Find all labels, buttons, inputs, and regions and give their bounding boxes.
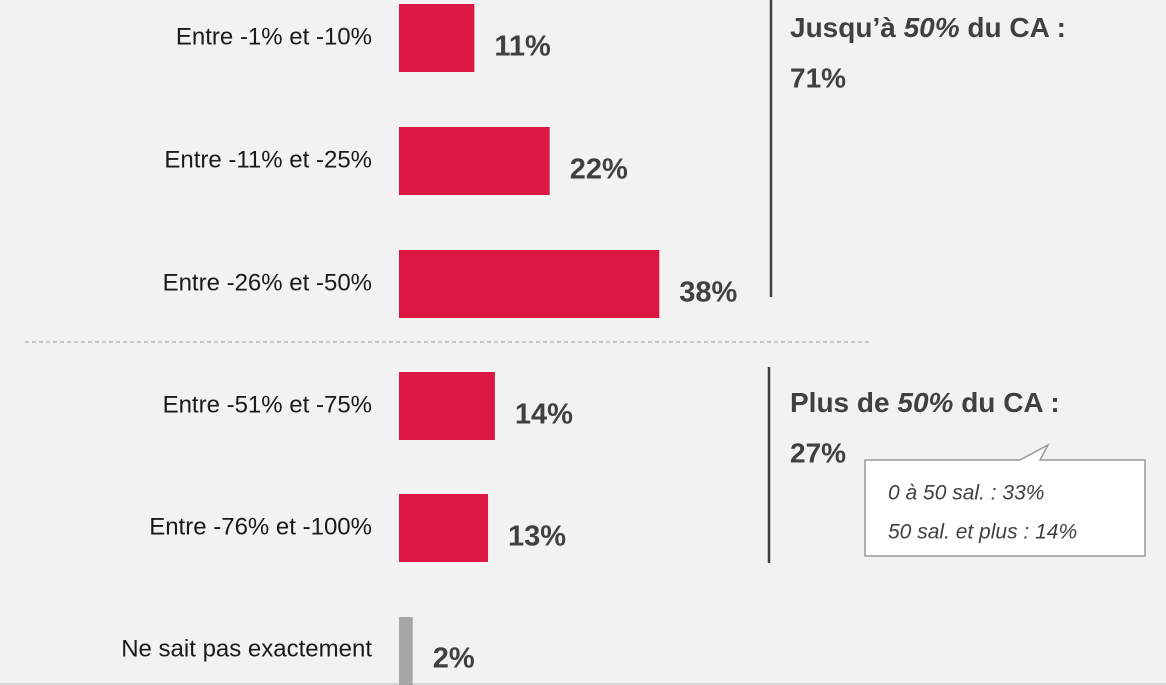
category-label: Entre -26% et -50% <box>163 269 372 296</box>
annotation-emphasis: 50% <box>904 12 960 43</box>
category-label: Entre -51% et -75% <box>163 391 372 418</box>
annotation: Jusqu’à 50% du CA : <box>790 12 1066 43</box>
value-label: 2% <box>433 643 475 675</box>
bar <box>399 617 413 685</box>
category-label: Entre -11% et -25% <box>164 146 372 173</box>
callout-line: 50 sal. et plus : 14% <box>888 521 1077 544</box>
annotation-emphasis: 50% <box>897 387 953 418</box>
category-label: Entre -1% et -10% <box>176 23 372 50</box>
value-label: 11% <box>494 31 551 63</box>
annotation-total: 27% <box>790 437 846 468</box>
category-label: Ne sait pas exactement <box>121 635 372 662</box>
value-label: 13% <box>508 521 566 553</box>
annotation-total: 71% <box>790 62 846 93</box>
annotation: Plus de 50% du CA : <box>790 387 1060 418</box>
value-label: 14% <box>515 399 573 431</box>
value-label: 38% <box>679 277 737 309</box>
annotation-text: Plus de <box>790 387 890 418</box>
bar <box>399 372 495 440</box>
bar <box>399 494 489 562</box>
callout-box <box>864 443 1146 557</box>
annotation-text: du CA : <box>961 387 1060 418</box>
callout-line: 0 à 50 sal. : 33% <box>888 482 1044 505</box>
annotation-text: du CA : <box>967 12 1066 43</box>
value-label: 22% <box>570 154 628 186</box>
bar <box>399 250 660 318</box>
category-label: Entre -76% et -100% <box>149 513 372 540</box>
bar <box>399 4 475 72</box>
annotation-text: Jusqu’à <box>790 12 896 43</box>
bar <box>399 127 550 195</box>
